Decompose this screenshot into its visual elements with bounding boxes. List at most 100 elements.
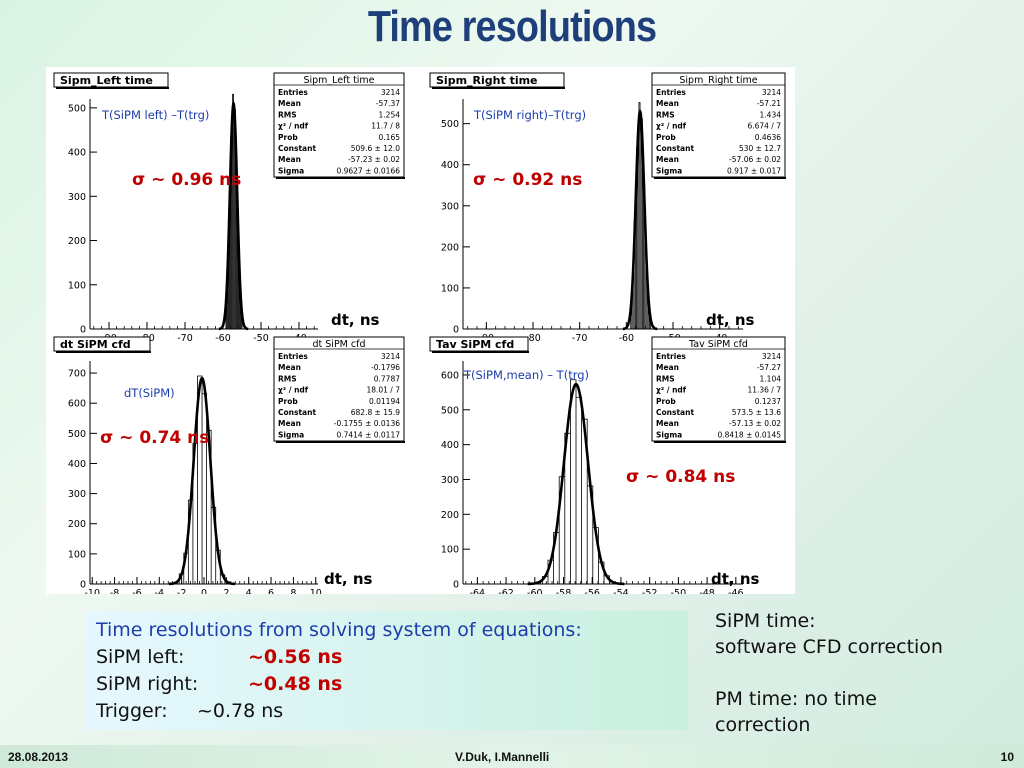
stats-name: Entries bbox=[278, 352, 308, 361]
y-tick-label: 500 bbox=[68, 103, 86, 114]
x-tick-label: -70 bbox=[177, 333, 193, 344]
y-tick-label: 400 bbox=[441, 160, 459, 171]
footer: 28.08.2013 V.Duk, I.Mannelli 10 bbox=[0, 745, 1024, 768]
stats-value: 509.6 ± 12.0 bbox=[351, 144, 400, 153]
stats-name: χ² / ndf bbox=[656, 386, 687, 395]
stats-value: 530 ± 12.7 bbox=[739, 144, 781, 153]
result-row-sipm-right: SiPM right: ~0.48 ns bbox=[96, 671, 678, 698]
y-tick-label: 500 bbox=[68, 429, 86, 440]
stats-box bbox=[273, 72, 405, 178]
y-tick-label: 100 bbox=[441, 545, 459, 556]
stats-value: -57.27 bbox=[757, 363, 781, 372]
x-axis-label: dt, ns bbox=[331, 311, 380, 329]
stats-name: χ² / ndf bbox=[656, 122, 687, 131]
x-tick-label: -6 bbox=[132, 588, 141, 594]
gaussian-fit-line bbox=[168, 376, 236, 586]
x-tick-label: 4 bbox=[246, 588, 252, 594]
result-value: ~0.48 ns bbox=[248, 673, 343, 695]
histogram-title: dt SiPM cfd bbox=[60, 338, 131, 351]
stats-value: -57.37 bbox=[376, 99, 400, 108]
stats-value: 0.7787 bbox=[374, 374, 400, 383]
y-tick-label: 700 bbox=[68, 369, 86, 380]
notes: SiPM time: software CFD correction PM ti… bbox=[715, 608, 943, 738]
stats-box bbox=[651, 72, 786, 178]
stats-name: Entries bbox=[656, 88, 686, 97]
result-label: SiPM left: bbox=[96, 646, 185, 668]
stats-name: Prob bbox=[656, 397, 676, 406]
stats-name: Sigma bbox=[656, 430, 682, 439]
stats-value: 0.917 ± 0.017 bbox=[727, 166, 781, 175]
y-tick-label: 0 bbox=[453, 580, 459, 591]
x-tick-label: -64 bbox=[470, 588, 486, 594]
x-tick-label: -48 bbox=[699, 588, 715, 594]
histogram-panel: 0100200300400500-90-80-70-60-50-40Sipm_R… bbox=[429, 72, 786, 344]
stats-name: Mean bbox=[656, 419, 679, 428]
note-sipm-line1: SiPM time: bbox=[715, 610, 816, 632]
result-row-trigger: Trigger: ~0.78 ns bbox=[96, 698, 678, 725]
results-heading: Time resolutions from solving system of … bbox=[96, 619, 582, 641]
y-tick-label: 0 bbox=[80, 580, 86, 591]
stats-value: 0.165 bbox=[379, 133, 401, 142]
result-value: ~0.78 ns bbox=[197, 700, 284, 722]
y-tick-label: 100 bbox=[68, 549, 86, 560]
stats-name: Constant bbox=[656, 408, 694, 417]
x-tick-label: -2 bbox=[177, 588, 186, 594]
slide-title: Time resolutions bbox=[367, 2, 657, 51]
y-tick-label: 500 bbox=[441, 119, 459, 130]
result-row-sipm-left: SiPM left: ~0.56 ns bbox=[96, 644, 678, 671]
histogram-label: dT(SiPM) bbox=[124, 386, 175, 400]
stats-value: 3214 bbox=[381, 88, 400, 97]
sigma-annotation: σ ~ 0.92 ns bbox=[473, 170, 582, 190]
stats-name: Mean bbox=[278, 363, 301, 372]
gaussian-fit-line bbox=[527, 382, 625, 586]
y-tick-label: 200 bbox=[68, 236, 86, 247]
stats-value: 0.9627 ± 0.0166 bbox=[336, 166, 400, 175]
sigma-annotation: σ ~ 0.96 ns bbox=[132, 170, 241, 190]
stats-value: 1.254 bbox=[379, 110, 401, 119]
histogram-title: Sipm_Right time bbox=[436, 74, 538, 87]
stats-value: 11.36 / 7 bbox=[747, 386, 781, 395]
stats-value: 3214 bbox=[762, 88, 781, 97]
y-tick-label: 300 bbox=[441, 475, 459, 486]
note-pm-line1: PM time: no time bbox=[715, 688, 877, 710]
stats-value: 0.8418 ± 0.0145 bbox=[717, 430, 781, 439]
x-tick-label: -58 bbox=[556, 588, 572, 594]
x-tick-label: -60 bbox=[527, 588, 543, 594]
x-tick-label: -54 bbox=[613, 588, 629, 594]
stats-name: χ² / ndf bbox=[278, 122, 309, 131]
histogram-bars bbox=[165, 375, 244, 585]
y-tick-label: 600 bbox=[441, 370, 459, 381]
stats-value: 0.4636 bbox=[755, 133, 781, 142]
x-tick-label: -4 bbox=[155, 588, 164, 594]
stats-value: -57.06 ± 0.02 bbox=[729, 155, 781, 164]
x-tick-label: -56 bbox=[584, 588, 600, 594]
stats-name: Prob bbox=[278, 397, 298, 406]
stats-name: Mean bbox=[278, 419, 301, 428]
sigma-annotation: σ ~ 0.74 ns bbox=[100, 428, 209, 448]
histogram-panel: 0 100 200 300 400 500 600 700 -10 -8 -6 -4 -2 0 2 4 6 8 10… bbox=[53, 336, 405, 599]
histogram-title: Sipm_Left time bbox=[60, 74, 153, 87]
stats-name: Mean bbox=[656, 99, 679, 108]
stats-name: Entries bbox=[278, 88, 308, 97]
x-tick-label: -50 bbox=[671, 588, 687, 594]
histogram-title: Tav SiPM cfd bbox=[436, 338, 514, 351]
x-tick-label: 2 bbox=[223, 588, 229, 594]
stats-name: Mean bbox=[656, 155, 679, 164]
stats-name: RMS bbox=[278, 374, 297, 383]
x-tick-label: 10 bbox=[310, 588, 322, 594]
stats-name: Entries bbox=[656, 352, 686, 361]
x-tick-label: 0 bbox=[201, 588, 207, 594]
y-tick-label: 400 bbox=[68, 148, 86, 159]
stats-value: -0.1755 ± 0.0136 bbox=[334, 419, 400, 428]
gaussian-fit-line bbox=[218, 100, 249, 331]
stats-name: Sigma bbox=[278, 430, 304, 439]
stats-name: χ² / ndf bbox=[278, 386, 309, 395]
x-tick-label: -60 bbox=[215, 333, 231, 344]
histogram-bars bbox=[530, 379, 627, 585]
y-tick-label: 300 bbox=[68, 489, 86, 500]
stats-name: Mean bbox=[278, 99, 301, 108]
histogram-label: T(SiPM,mean) – T(trg) bbox=[463, 368, 589, 382]
stats-value: -57.21 bbox=[757, 99, 781, 108]
x-tick-label: -80 bbox=[525, 333, 541, 344]
y-tick-label: 300 bbox=[441, 201, 459, 212]
